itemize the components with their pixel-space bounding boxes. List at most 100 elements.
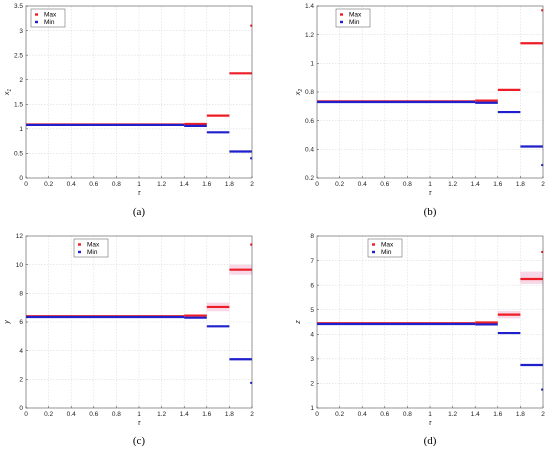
x-tick-label: 0.4: [358, 411, 367, 418]
y-tick-label: 0.6: [305, 118, 314, 125]
y-tick-label: 1.4: [305, 3, 314, 10]
x-tick-label: 1.8: [225, 411, 234, 418]
x-tick-label: 0: [315, 411, 319, 418]
legend-label-min: Min: [44, 19, 55, 26]
x-tick-label: 1.6: [202, 181, 211, 188]
y-axis-label-main: y: [4, 320, 11, 325]
x-tick-label: 0.8: [112, 411, 121, 418]
x-tick-label: 0: [24, 181, 28, 188]
series-min: [26, 315, 253, 385]
y-axis-label-main: x: [4, 91, 11, 96]
legend-marker-min: [372, 250, 375, 254]
y-tick-label: 3.5: [14, 3, 23, 10]
legend-label-min: Min: [87, 249, 98, 256]
plot-frame: [25, 235, 253, 409]
x-tick-label: 1: [428, 411, 432, 418]
plot-area: [26, 6, 252, 178]
y-axis-label: z: [295, 320, 302, 325]
legend-marker-max: [78, 243, 81, 246]
x-tick-label: 1.2: [157, 181, 166, 188]
x-tick-label: 1.4: [471, 181, 480, 188]
x-tick-label: 1: [428, 181, 432, 188]
legend-label-min: Min: [349, 19, 360, 26]
x-tick-label: 1.4: [180, 181, 189, 188]
chart-panel-1: 0 0.2 0.4 0.6 0.8 1 1.2 1.4 1.6 1.8 2 0 0.5 1 1.5 2 2.5 3…: [4, 3, 254, 218]
legend-marker-min: [35, 20, 38, 24]
x-tick-label: 0.6: [380, 181, 389, 188]
y-tick-label: 0: [19, 405, 23, 412]
legend-label-max: Max: [44, 12, 57, 19]
legend-box: [30, 8, 66, 28]
y-tick-label: 0.5: [14, 151, 23, 158]
chart-panel-2: 0 0.2 0.4 0.6 0.8 1 1.2 1.4 1.6 1.8 20.20.40.60.81…: [295, 3, 545, 218]
x-tick-label: 0.2: [335, 181, 344, 188]
x-tick-label: 0: [24, 411, 28, 418]
y-tick-label: 1.5: [14, 101, 23, 108]
y-tick-label: 0: [19, 175, 23, 182]
x-tick-label: 0.8: [112, 181, 121, 188]
y-axis-label: x2: [295, 89, 304, 97]
legend-marker-max: [372, 243, 375, 246]
x-tick-label: 0.4: [358, 181, 367, 188]
y-tick-label: 12: [16, 233, 24, 240]
legend-label-max: Max: [87, 242, 100, 249]
x-tick-label: 1.8: [516, 181, 525, 188]
plot-frame: [316, 235, 544, 409]
legend-box: [367, 238, 403, 258]
legend-label-min: Min: [381, 249, 392, 256]
y-tick-label: 0.8: [305, 89, 314, 96]
series-min: [317, 100, 544, 167]
x-tick-label: 1: [137, 411, 141, 418]
x-tick-label: 0.2: [44, 411, 53, 418]
legend-label-max: Max: [381, 242, 394, 249]
plot-area: [317, 236, 543, 408]
y-tick-label: 1: [310, 405, 314, 412]
x-tick-label: 2: [250, 181, 254, 188]
x-tick-label: 1: [137, 181, 141, 188]
x-tick-label: 0: [315, 181, 319, 188]
x-tick-label: 1.2: [157, 411, 166, 418]
y-tick-label: 5: [310, 307, 314, 314]
y-tick-label: 2: [19, 77, 23, 84]
x-tick-label: 0.6: [380, 411, 389, 418]
x-axis-label: τ: [429, 190, 432, 197]
y-axis-label-main: z: [295, 320, 302, 325]
x-tick-label: 1.6: [202, 411, 211, 418]
legend-marker-min: [78, 250, 81, 254]
legend-label-max: Max: [349, 12, 362, 19]
x-tick-label: 0.2: [44, 181, 53, 188]
x-tick-label: 0.6: [89, 181, 98, 188]
x-tick-label: 0.8: [403, 181, 412, 188]
x-axis-label: τ: [138, 190, 141, 197]
panel-caption: (b): [424, 206, 437, 218]
y-tick-label: 2: [19, 377, 23, 384]
x-tick-label: 0.2: [335, 411, 344, 418]
y-tick-label: 7: [310, 258, 314, 265]
x-tick-label: 1.8: [516, 411, 525, 418]
x-tick-label: 1.2: [448, 181, 457, 188]
x-tick-label: 1.6: [493, 181, 502, 188]
x-tick-label: 0.8: [403, 411, 412, 418]
x-tick-label: 2: [541, 411, 545, 418]
x-tick-label: 0.4: [67, 411, 76, 418]
y-tick-label: 10: [16, 262, 24, 269]
y-axis-label: y: [4, 320, 11, 325]
y-tick-label: 0.2: [305, 175, 314, 182]
panel-caption: (a): [133, 206, 146, 218]
series-min: [317, 322, 544, 391]
y-tick-label: 4: [19, 348, 23, 355]
chart-panel-4: 0 0.2 0.4 0.6 0.8 1 1.2 1.4 1.6 1.8 2 1 2 3 4 5 6 7 8 MaxMi…: [295, 233, 545, 447]
y-axis-label-subscript: 1: [7, 89, 13, 92]
series-min: [26, 123, 253, 160]
y-tick-label: 3: [310, 356, 314, 363]
panel-caption: (d): [424, 435, 437, 447]
y-tick-label: 6: [19, 319, 23, 326]
legend-marker-max: [340, 13, 343, 16]
y-tick-label: 4: [310, 331, 314, 338]
plot-area: [26, 236, 252, 408]
plot-frame: [25, 5, 253, 179]
legend-box: [335, 8, 371, 28]
legend-marker-min: [340, 20, 343, 24]
